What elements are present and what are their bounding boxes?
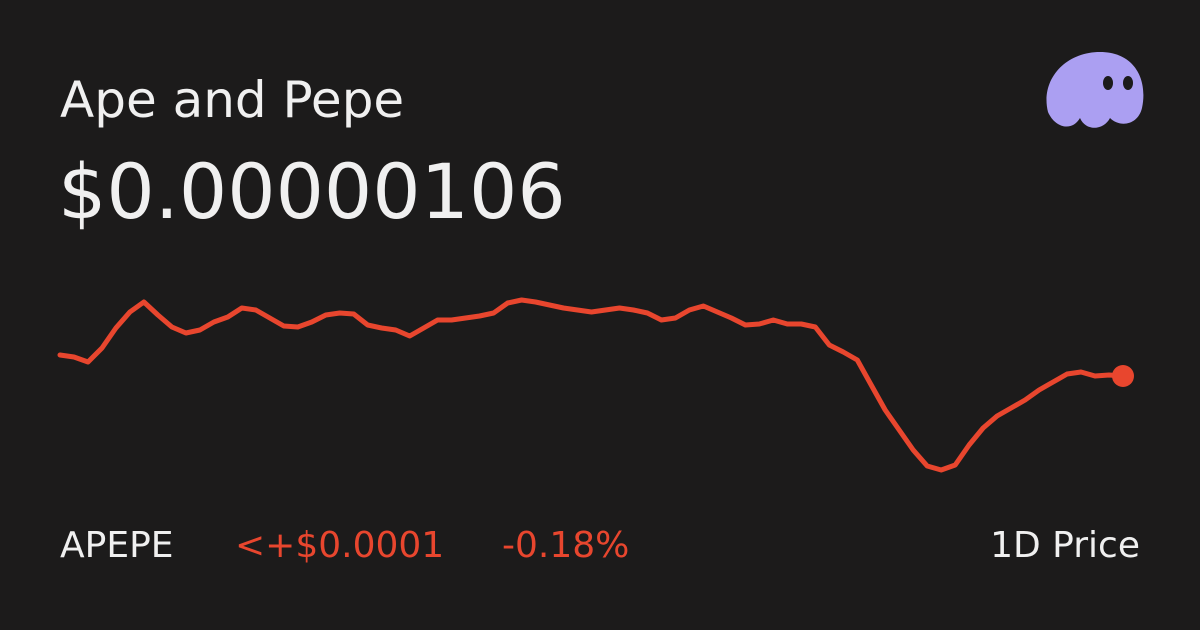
- price-change: <+$0.0001: [235, 525, 444, 566]
- logo: [1046, 52, 1144, 128]
- logo-eye: [1103, 76, 1113, 90]
- current-price-dot: [1112, 365, 1134, 387]
- period-label: 1D Price: [990, 525, 1140, 566]
- token-name: Ape and Pepe: [60, 71, 404, 129]
- token-symbol: APEPE: [60, 525, 174, 566]
- price-line: [57, 297, 1126, 473]
- logo-eye: [1123, 76, 1133, 90]
- logo-ghost: [1046, 52, 1144, 128]
- percent-change: -0.18%: [502, 525, 629, 566]
- sparkline: [57, 297, 1134, 473]
- token-price: $0.00000106: [58, 147, 566, 236]
